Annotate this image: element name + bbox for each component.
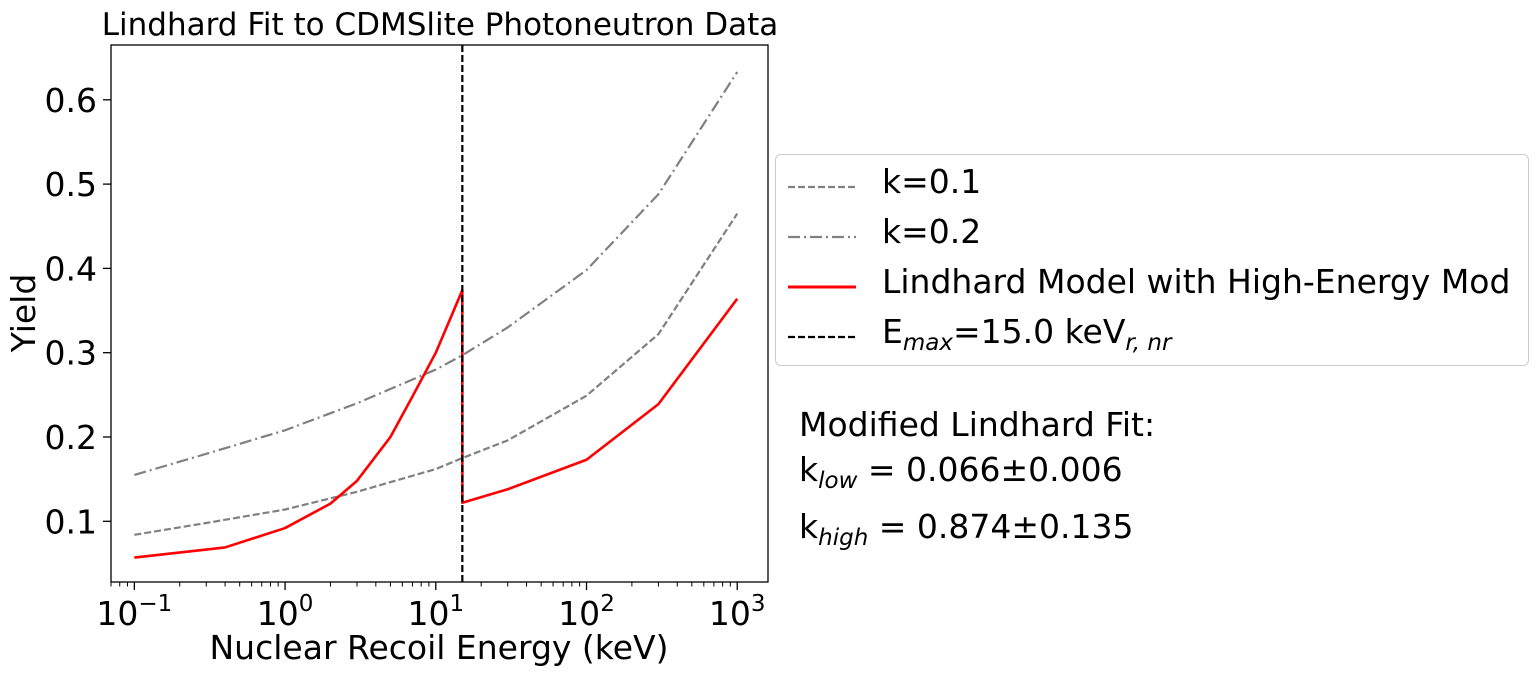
x-tick-label: 100 xyxy=(257,591,314,633)
x-axis-label: Nuclear Recoil Energy (keV) xyxy=(210,628,669,667)
series-line-2 xyxy=(134,71,739,476)
legend-entry-lindhard: Lindhard Model with High-Energy Mod xyxy=(776,262,1528,325)
x-tick-label: 10−1 xyxy=(96,591,172,633)
axes-frame xyxy=(110,44,769,583)
annotation-heading: Modified Lindhard Fit: xyxy=(799,405,1156,444)
legend-swatch-k01 xyxy=(788,185,856,189)
y-tick-label: 0.5 xyxy=(45,165,97,204)
legend-label-lindhard: Lindhard Model with High-Energy Mod xyxy=(882,262,1511,301)
fit-annotation: Modified Lindhard Fit: klow = 0.066±0.00… xyxy=(799,402,1155,561)
y-tick-label: 0.3 xyxy=(45,334,97,373)
legend-entry-k01: k=0.1 xyxy=(776,162,1528,225)
x-tick-label: 102 xyxy=(558,591,615,633)
series-line-1 xyxy=(134,212,739,536)
annotation-k-high: khigh = 0.874±0.135 xyxy=(799,507,1134,551)
legend-swatch-lindhard xyxy=(788,285,856,289)
legend-label-k01: k=0.1 xyxy=(882,162,982,201)
y-tick-label: 0.2 xyxy=(45,418,97,457)
legend-swatch-emax xyxy=(788,335,856,339)
y-tick-label: 0.1 xyxy=(45,502,97,541)
series-line-3 xyxy=(134,289,739,559)
plot-area: 10−1 100 101 102 103 0.1 0.2 0.3 0.4 0.5 0.6 xyxy=(45,44,769,633)
legend-swatch-k02 xyxy=(788,235,856,239)
chart-title: Lindhard Fit to CDMSlite Photoneutron Da… xyxy=(102,7,779,43)
legend-label-k02: k=0.2 xyxy=(882,212,982,251)
legend-entry-k02: k=0.2 xyxy=(776,212,1528,275)
y-tick-label: 0.4 xyxy=(45,249,97,288)
x-tick-label: 103 xyxy=(709,591,766,633)
x-tick-label: 101 xyxy=(407,591,464,633)
legend: k=0.1 k=0.2 Lindhard Model with High-Ene… xyxy=(775,154,1529,366)
y-axis-label: Yield xyxy=(4,274,43,354)
legend-label-emax: Emax=15.0 keVr, nr xyxy=(882,312,1172,356)
legend-entry-emax: Emax=15.0 keVr, nr xyxy=(776,312,1528,375)
y-tick-label: 0.6 xyxy=(45,81,97,120)
annotation-k-low: klow = 0.066±0.006 xyxy=(799,450,1123,494)
